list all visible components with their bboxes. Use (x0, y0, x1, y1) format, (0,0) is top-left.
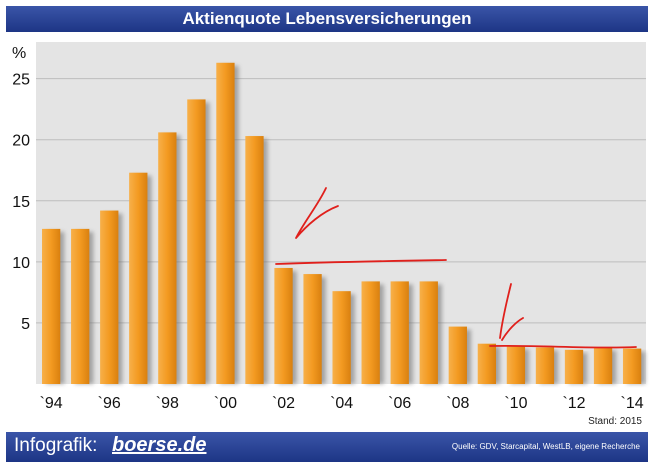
bar-2006 (390, 281, 409, 384)
bar-1996 (100, 210, 119, 384)
y-tick-label: 10 (12, 255, 30, 272)
bar-1995 (71, 228, 90, 384)
x-tick-label: `14 (621, 395, 644, 412)
footer-brand-link[interactable]: boerse.de (112, 434, 207, 456)
y-axis-label: % (12, 45, 26, 62)
y-tick-label: 20 (12, 133, 30, 150)
red-line-2009-2014 (489, 344, 637, 349)
bar-2007 (419, 281, 438, 384)
bar-2001 (245, 136, 264, 384)
y-tick-label: 15 (12, 194, 30, 211)
red-arrow-2010 (499, 283, 524, 341)
x-tick-label: `98 (156, 395, 179, 412)
bar-1994 (42, 228, 61, 384)
footer-prefix: Infografik: (14, 435, 98, 456)
y-axis-ticks: 5 10 15 20 25 (12, 72, 30, 333)
bar-2003 (303, 274, 322, 384)
x-tick-label: `08 (446, 395, 469, 412)
bar-1999 (187, 99, 206, 385)
y-tick-label: 25 (12, 72, 30, 89)
hand-annotations (275, 187, 637, 349)
bar-1998 (158, 132, 177, 384)
footer-bar: Infografik: boerse.de Quelle: GDV, Starc… (6, 432, 648, 462)
red-arrow-2002 (295, 187, 339, 239)
bar-1997 (129, 172, 148, 384)
x-tick-label: `12 (562, 395, 585, 412)
y-tick-label: 5 (21, 316, 30, 333)
red-line-2001-2008 (275, 259, 447, 265)
chart-title: Aktienquote Lebensversicherungen (6, 6, 648, 32)
x-axis-ticks: `94 `96 `98 `00 `02 `04 `06 `08 `10 `12 `14 (40, 395, 644, 412)
x-tick-label: `02 (272, 395, 295, 412)
bar-2011 (535, 347, 555, 384)
x-tick-label: `06 (388, 395, 411, 412)
x-tick-label: `94 (40, 395, 63, 412)
x-tick-label: `00 (214, 395, 237, 412)
bar-2004 (332, 291, 351, 384)
bar-2014 (622, 348, 642, 384)
bars (42, 62, 642, 385)
footer-source: Quelle: GDV, Starcapital, WestLB, eigene… (451, 442, 640, 451)
bar-2000 (216, 62, 235, 385)
x-tick-label: `10 (504, 395, 527, 412)
bar-2013 (593, 347, 613, 384)
bar-2002 (274, 267, 293, 384)
bar-2008 (448, 326, 467, 384)
bar-2009 (477, 343, 497, 384)
stand-label: Stand: 2015 (588, 416, 642, 427)
x-tick-label: `96 (98, 395, 121, 412)
bar-2012 (564, 349, 584, 384)
x-tick-label: `04 (330, 395, 353, 412)
bar-2005 (361, 281, 380, 384)
bar-2010 (506, 346, 526, 384)
